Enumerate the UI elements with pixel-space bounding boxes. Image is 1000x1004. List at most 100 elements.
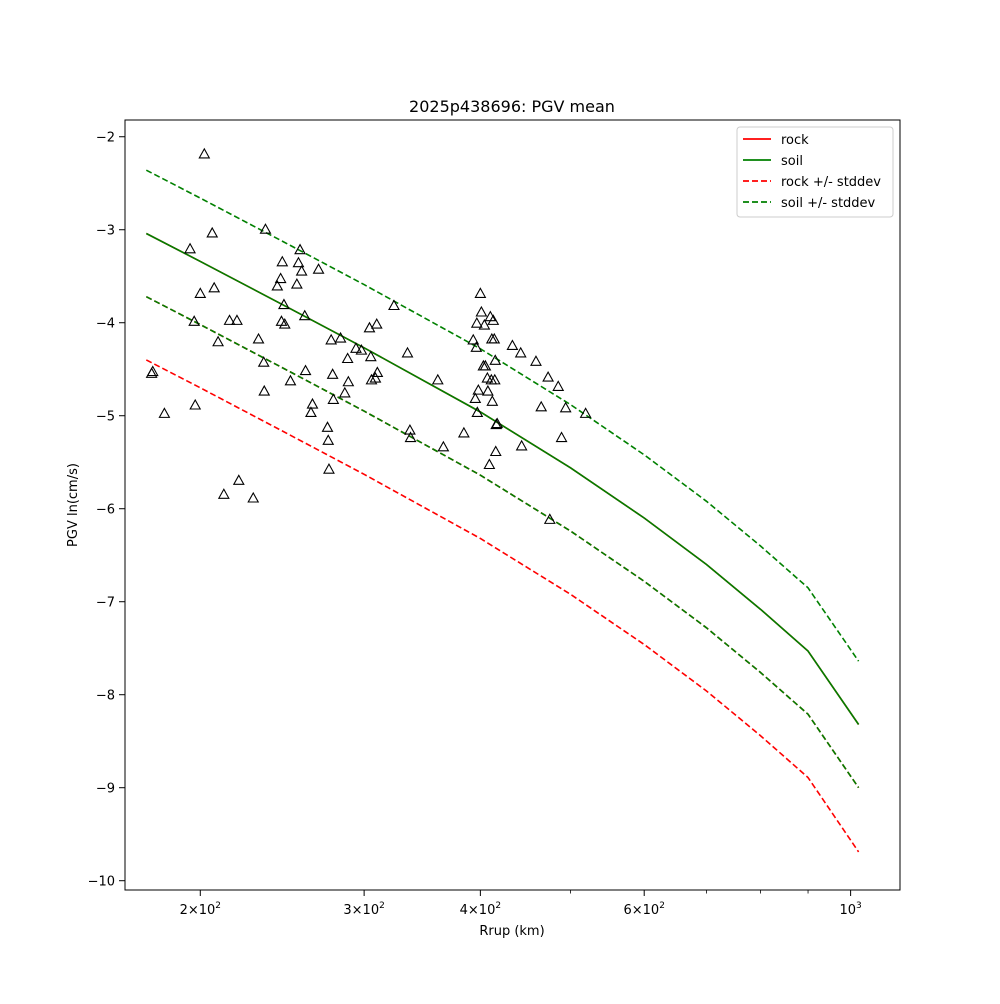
data-point (355, 343, 368, 355)
data-point (555, 431, 568, 443)
data-point (189, 398, 202, 410)
chart-title: 2025p438696: PGV mean (409, 97, 615, 116)
ticks-layer: 2×102 3×102 4×102 6×102 103 −2 −3 −4 −5 −6 −7 −8 −9 −… (88, 131, 862, 918)
data-point (475, 305, 488, 317)
data-point (579, 407, 592, 418)
data-point (278, 317, 291, 329)
data-point (271, 279, 284, 291)
x-axis-label: Rrup (km) (479, 924, 544, 939)
data-point (471, 406, 484, 417)
data-point (487, 314, 500, 325)
data-point (276, 255, 289, 267)
data-point (457, 426, 470, 438)
data-point (341, 352, 354, 364)
data-point (559, 401, 572, 413)
data-point (543, 513, 556, 524)
data-point (437, 440, 450, 452)
data-point (506, 339, 519, 351)
data-point (212, 335, 225, 347)
data-point (478, 318, 491, 330)
legend-label: rock +/- stddev (781, 175, 881, 190)
data-point (470, 341, 483, 352)
plot-background (125, 120, 900, 890)
data-point (278, 298, 290, 310)
legend-label: soil +/- stddev (781, 196, 876, 211)
data-point (530, 355, 542, 366)
data-point (514, 346, 527, 358)
data-point (295, 264, 308, 276)
data-point (206, 226, 219, 238)
data-point (369, 371, 382, 383)
data-point (184, 242, 196, 254)
x-tick-label: 4×102 (460, 901, 501, 918)
data-point (404, 431, 417, 443)
data-point (401, 346, 414, 358)
data-point (188, 315, 201, 326)
data-point (334, 331, 347, 343)
data-point (342, 375, 355, 387)
data-point (294, 243, 306, 255)
data-point (306, 397, 319, 409)
data-point (223, 314, 236, 325)
data-point (515, 439, 528, 451)
data-point (258, 384, 271, 396)
data-point (350, 342, 362, 353)
data-point (326, 368, 339, 379)
data-point (292, 256, 305, 268)
data-point (467, 333, 480, 345)
data-point (274, 272, 287, 284)
data-point (290, 277, 303, 289)
y-axis-label: PGV ln(cm/s) (66, 463, 81, 547)
legend-box (736, 126, 894, 218)
data-point (483, 458, 496, 470)
data-point (321, 421, 334, 432)
data-point (488, 373, 501, 385)
data-point (472, 383, 485, 395)
data-point (257, 356, 270, 367)
y-tick-label: −10 (88, 875, 115, 890)
series-line-soil-1 (145, 232, 860, 725)
data-point (469, 392, 482, 404)
data-point (370, 317, 383, 329)
legend-label: soil (781, 154, 803, 169)
data-point (491, 417, 504, 429)
data-point (431, 373, 444, 385)
y-tick-label: −9 (96, 782, 115, 797)
data-point (252, 332, 265, 344)
legend-label: rock (781, 133, 809, 148)
legend: rock soil rock +/- stddev soil +/- stddev (736, 126, 894, 218)
data-point (259, 223, 272, 234)
data-point (325, 333, 338, 345)
data-point (305, 406, 317, 417)
data-point (322, 434, 335, 445)
data-point (542, 370, 555, 382)
data-point (298, 309, 311, 321)
curves-layer (145, 169, 860, 853)
data-point (470, 317, 483, 328)
data-point (365, 373, 378, 385)
y-tick-label: −7 (96, 596, 115, 611)
data-point (158, 407, 171, 418)
data-point (247, 491, 260, 503)
data-point (479, 359, 492, 371)
data-point (488, 332, 501, 344)
y-tick-label: −6 (96, 503, 115, 518)
x-tick-label: 103 (839, 901, 861, 918)
data-point (323, 463, 335, 474)
series-line-rock-stddev-3 (145, 359, 860, 853)
data-point (552, 380, 565, 391)
series-line-soil-stddev-5 (145, 295, 860, 789)
data-point (489, 445, 502, 457)
data-point (232, 474, 245, 485)
data-point (481, 384, 494, 396)
data-point (231, 314, 243, 325)
data-point (474, 287, 487, 298)
data-point (198, 147, 211, 159)
y-tick-label: −8 (96, 689, 115, 704)
series-line-soil-stddev-4 (145, 169, 860, 662)
data-point (284, 374, 297, 386)
x-tick-label: 3×102 (343, 901, 384, 918)
y-tick-label: −3 (96, 224, 115, 239)
